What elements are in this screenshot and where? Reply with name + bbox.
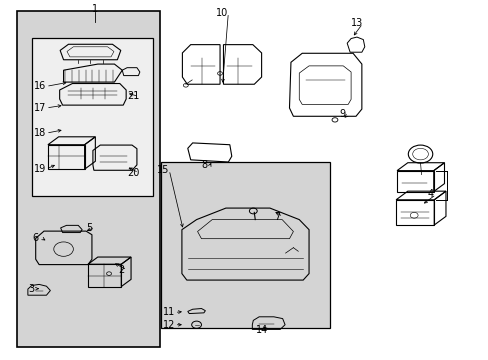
Bar: [17, 11, 160, 347]
Bar: [32, 38, 153, 196]
Text: 10: 10: [216, 8, 228, 18]
Text: 16: 16: [34, 81, 46, 91]
Text: 12: 12: [162, 320, 175, 330]
Text: 3: 3: [29, 284, 35, 294]
Text: 20: 20: [126, 168, 139, 178]
Text: 19: 19: [34, 164, 46, 174]
Text: 7: 7: [274, 212, 280, 222]
Text: 15: 15: [157, 165, 169, 175]
Text: 17: 17: [34, 103, 46, 113]
Bar: [161, 162, 329, 328]
Text: 21: 21: [126, 91, 139, 102]
Text: 14: 14: [255, 325, 267, 336]
Text: 6: 6: [32, 233, 38, 243]
Text: 13: 13: [350, 18, 363, 28]
Text: 2: 2: [118, 265, 124, 275]
Text: 11: 11: [162, 307, 175, 318]
Text: 1: 1: [92, 4, 98, 14]
Text: 5: 5: [86, 222, 92, 233]
Text: 4: 4: [427, 189, 432, 199]
Text: 9: 9: [339, 109, 345, 120]
Text: 8: 8: [201, 160, 207, 170]
Text: 18: 18: [34, 128, 46, 138]
